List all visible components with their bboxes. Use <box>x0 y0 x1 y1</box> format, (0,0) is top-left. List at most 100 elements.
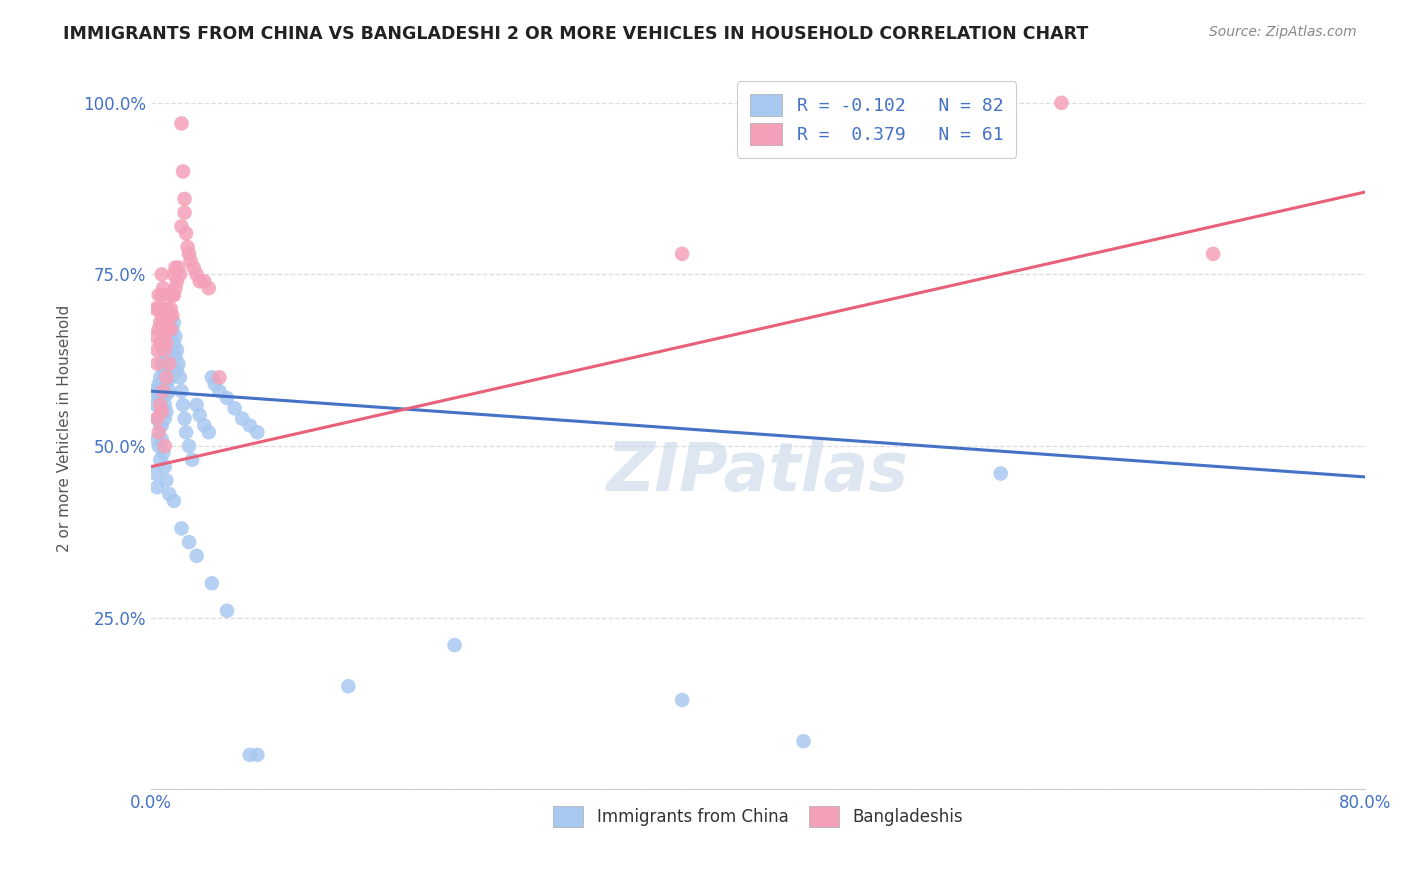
Point <box>152 301 174 316</box>
Point <box>169 268 191 282</box>
Point <box>208 384 231 398</box>
Point <box>148 425 170 440</box>
Point <box>337 679 360 693</box>
Point <box>155 316 177 330</box>
Point <box>149 452 172 467</box>
Point <box>157 288 180 302</box>
Point <box>215 604 238 618</box>
Point <box>157 487 180 501</box>
Point <box>145 301 167 316</box>
Point <box>155 367 177 381</box>
Point <box>198 281 221 295</box>
Point <box>173 205 195 219</box>
Point <box>443 638 465 652</box>
Point <box>167 357 190 371</box>
Point <box>163 336 186 351</box>
Point <box>162 322 184 336</box>
Point <box>155 336 177 351</box>
Point <box>163 316 186 330</box>
Point <box>186 398 208 412</box>
Point <box>156 336 179 351</box>
Point <box>163 268 186 282</box>
Point <box>153 439 176 453</box>
Point <box>246 747 269 762</box>
Point <box>177 439 200 453</box>
Point <box>201 370 224 384</box>
Point <box>173 192 195 206</box>
Point <box>165 281 187 295</box>
Point <box>198 425 221 440</box>
Point <box>193 274 215 288</box>
Point <box>150 377 173 392</box>
Point <box>170 219 193 234</box>
Point <box>239 747 262 762</box>
Point <box>166 343 188 357</box>
Point <box>156 322 179 336</box>
Point <box>160 329 183 343</box>
Point <box>173 411 195 425</box>
Point <box>181 452 204 467</box>
Point <box>165 260 187 275</box>
Point <box>146 432 169 446</box>
Point <box>671 247 693 261</box>
Point <box>246 425 269 440</box>
Point <box>165 350 187 364</box>
Point <box>152 446 174 460</box>
Point <box>148 322 170 336</box>
Point <box>160 322 183 336</box>
Point <box>239 418 262 433</box>
Point <box>163 288 186 302</box>
Point <box>155 350 177 364</box>
Point <box>150 418 173 433</box>
Text: Source: ZipAtlas.com: Source: ZipAtlas.com <box>1209 25 1357 39</box>
Point <box>186 268 208 282</box>
Point <box>170 116 193 130</box>
Text: ZIPatlas: ZIPatlas <box>607 439 910 505</box>
Point <box>163 494 186 508</box>
Point <box>157 343 180 357</box>
Point <box>172 164 194 178</box>
Point <box>231 411 253 425</box>
Point <box>188 274 211 288</box>
Point <box>148 411 170 425</box>
Point <box>149 336 172 351</box>
Point <box>152 387 174 401</box>
Point <box>160 301 183 316</box>
Point <box>143 329 166 343</box>
Point <box>174 226 197 240</box>
Point <box>156 301 179 316</box>
Point <box>145 398 167 412</box>
Point <box>1050 95 1073 110</box>
Point <box>150 309 173 323</box>
Point <box>152 405 174 419</box>
Point <box>152 343 174 357</box>
Point <box>165 329 187 343</box>
Point <box>150 432 173 446</box>
Point <box>170 521 193 535</box>
Point <box>150 288 173 302</box>
Point <box>153 377 176 392</box>
Point <box>176 240 198 254</box>
Point <box>224 401 246 416</box>
Text: IMMIGRANTS FROM CHINA VS BANGLADESHI 2 OR MORE VEHICLES IN HOUSEHOLD CORRELATION: IMMIGRANTS FROM CHINA VS BANGLADESHI 2 O… <box>63 25 1088 43</box>
Point <box>149 316 172 330</box>
Y-axis label: 2 or more Vehicles in Household: 2 or more Vehicles in Household <box>58 305 72 552</box>
Point <box>156 357 179 371</box>
Point <box>792 734 814 748</box>
Point <box>1202 247 1225 261</box>
Point <box>145 467 167 481</box>
Point <box>148 391 170 405</box>
Point <box>170 384 193 398</box>
Point <box>146 343 169 357</box>
Point <box>148 439 170 453</box>
Point <box>180 253 202 268</box>
Point <box>166 363 188 377</box>
Point <box>153 357 176 371</box>
Point <box>152 281 174 295</box>
Point <box>155 474 177 488</box>
Point <box>153 459 176 474</box>
Point <box>166 274 188 288</box>
Point <box>149 398 172 412</box>
Point <box>153 411 176 425</box>
Point <box>146 411 169 425</box>
